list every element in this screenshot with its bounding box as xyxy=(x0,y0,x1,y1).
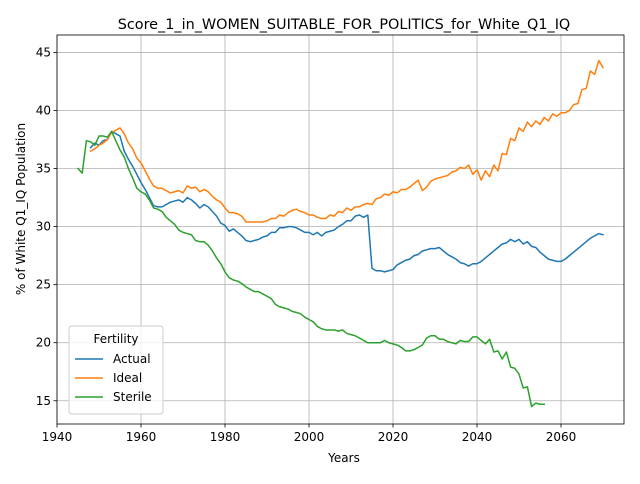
series-line-actual xyxy=(89,130,604,273)
y-axis-ticks: 15 20 25 30 35 40 45 xyxy=(36,45,57,408)
y-tick-label: 30 xyxy=(36,220,51,234)
legend-entries: Actual Ideal Sterile xyxy=(75,352,152,404)
chart-title: Score_1_in_WOMEN_SUITABLE_FOR_POLITICS_f… xyxy=(118,17,571,33)
y-tick-label: 15 xyxy=(36,394,51,408)
x-axis-ticks: 1940 1960 1980 2000 2020 2040 2060 xyxy=(42,424,577,444)
plot-frame xyxy=(56,34,625,425)
y-tick-label: 20 xyxy=(36,336,51,350)
legend: Fertility Actual Ideal Sterile xyxy=(68,325,164,415)
series-line-sterile xyxy=(76,130,545,408)
x-tick-label: 1960 xyxy=(126,430,157,444)
plot-series xyxy=(76,59,605,408)
legend-title: Fertility xyxy=(93,332,138,346)
y-axis-label: % of White Q1_IQ Population xyxy=(14,123,28,295)
y-tick-label: 35 xyxy=(36,162,51,176)
x-tick-label: 1980 xyxy=(210,430,241,444)
y-tick-label: 45 xyxy=(36,45,51,59)
legend-label-ideal: Ideal xyxy=(113,371,142,385)
x-axis-label: Years xyxy=(327,451,360,465)
y-tick-label: 25 xyxy=(36,278,51,292)
legend-label-actual: Actual xyxy=(113,352,151,366)
y-tick-label: 40 xyxy=(36,103,51,117)
x-tick-label: 2040 xyxy=(462,430,493,444)
x-tick-label: 2020 xyxy=(378,430,409,444)
series-line-ideal xyxy=(89,59,605,223)
legend-label-sterile: Sterile xyxy=(113,390,152,404)
x-tick-label: 1940 xyxy=(42,430,73,444)
legend-box xyxy=(68,325,164,415)
x-tick-label: 2000 xyxy=(294,430,325,444)
x-tick-label: 2060 xyxy=(546,430,577,444)
